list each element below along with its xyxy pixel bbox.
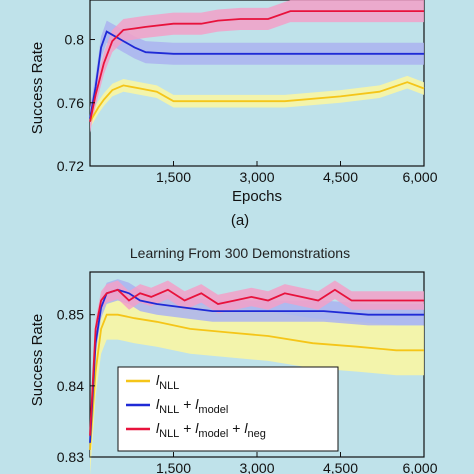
series-line-nll_model bbox=[89, 30, 424, 119]
x-tick-label: 4,500 bbox=[323, 169, 358, 185]
y-axis-label-a: Success Rate bbox=[29, 42, 46, 135]
series-line-nll bbox=[89, 313, 424, 450]
y-tick-label: 0.84 bbox=[57, 378, 84, 394]
x-ticks-b: 1,500 3,000 4,500 6,000 bbox=[156, 452, 438, 474]
series-line-nll_model_neg bbox=[89, 10, 424, 122]
legend-label-nll_model_neg: lNLL + lmodel + lneg bbox=[156, 420, 266, 440]
series-group-b bbox=[89, 279, 424, 474]
series-line-nll_model_neg bbox=[89, 288, 424, 436]
y-tick-label: 0.8 bbox=[65, 32, 85, 48]
x-tick-label: 1,500 bbox=[156, 460, 191, 474]
y-axis-label-b: Success Rate bbox=[29, 314, 46, 407]
legend-items: lNLL lNLL + lmodel lNLL + lmodel + lneg bbox=[126, 372, 266, 440]
x-tick-label: 3,000 bbox=[239, 169, 274, 185]
chart-panel-a: 1,500 3,000 4,500 6,000 0.720.760.8 Epochs … bbox=[29, 0, 438, 229]
y-tick-label: 0.85 bbox=[57, 307, 84, 323]
legend-label-nll_model: lNLL + lmodel bbox=[156, 396, 228, 416]
band-nll bbox=[90, 289, 424, 474]
y-tick-label: 0.72 bbox=[57, 158, 84, 174]
band-nll_model bbox=[90, 20, 424, 130]
panel-label-a: (a) bbox=[231, 212, 249, 229]
x-tick-label: 4,500 bbox=[323, 460, 358, 474]
x-ticks-a: 1,500 3,000 4,500 6,000 bbox=[156, 161, 438, 185]
chart-title-b: Learning From 300 Demonstrations bbox=[130, 245, 350, 261]
series-group-a bbox=[89, 0, 425, 133]
y-ticks-a: 0.72 0.76 0.8 bbox=[57, 32, 95, 174]
band-nll_model_neg bbox=[90, 0, 424, 133]
y-ticks-b: 0.83 0.84 0.85 bbox=[57, 307, 95, 465]
y-tick-label: 0.76 bbox=[57, 95, 84, 111]
chart-panel-b: Learning From 300 Demonstrations 1,500 3,… bbox=[29, 245, 438, 474]
series-line-nll_model bbox=[89, 288, 424, 443]
legend: lNLL lNLL + lmodel lNLL + lmodel + lneg bbox=[117, 366, 339, 452]
x-tick-label: 3,000 bbox=[239, 460, 274, 474]
series-line-nll bbox=[89, 81, 425, 123]
x-tick-label: 6,000 bbox=[402, 169, 437, 185]
x-tick-label: 1,500 bbox=[156, 169, 191, 185]
band-nll_model_neg bbox=[90, 280, 424, 445]
x-tick-label: 6,000 bbox=[402, 460, 437, 474]
legend-label-nll: lNLL bbox=[156, 372, 179, 392]
band-nll_model bbox=[90, 279, 424, 454]
legend-box bbox=[117, 366, 339, 452]
x-axis-label-a: Epochs bbox=[232, 188, 282, 205]
y-tick-label: 0.83 bbox=[57, 449, 84, 465]
